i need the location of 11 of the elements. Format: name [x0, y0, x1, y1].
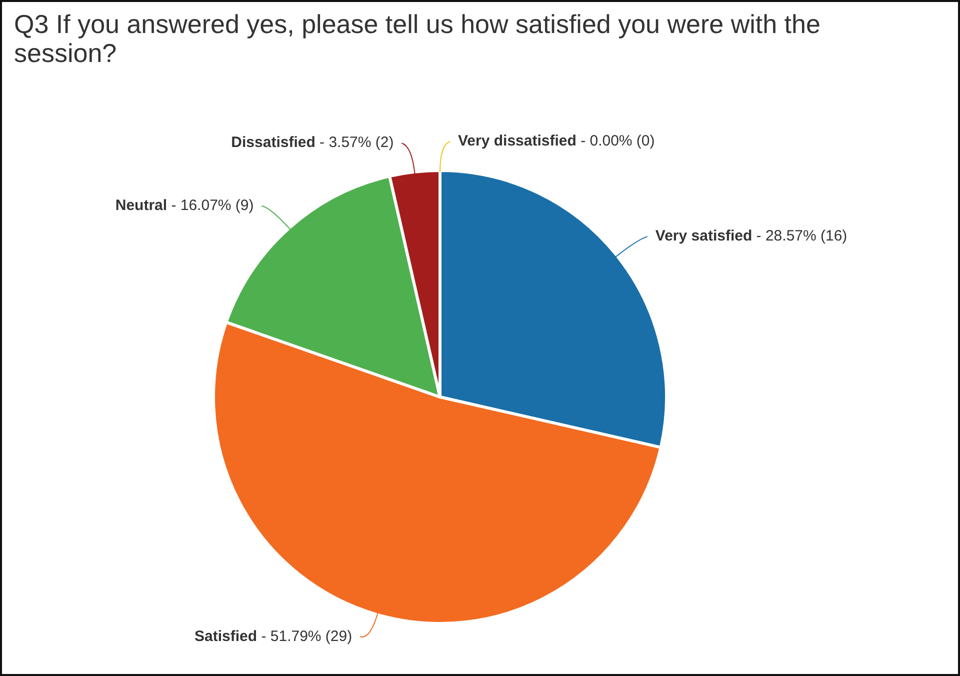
slice-label: Neutral — [115, 196, 168, 214]
text: - 0.00% (0) — [580, 132, 655, 150]
chart-title: Q3 If you answered yes, please tell us how satisfied you were with the session? — [14, 9, 822, 68]
data-label: - 3.57% (2) — [315, 134, 394, 152]
slice-label: Satisfied — [194, 628, 258, 645]
category-label: Very dissatisfied — [458, 132, 576, 150]
data-label: - 51.79% (29) — [257, 628, 352, 645]
slice-label: Dissatisfied — [231, 134, 316, 152]
data-label: - 16.07% (9) — [167, 196, 254, 214]
slice-label: Very satisfied — [655, 228, 752, 245]
data-label: - 28.57% (16) — [752, 228, 848, 245]
